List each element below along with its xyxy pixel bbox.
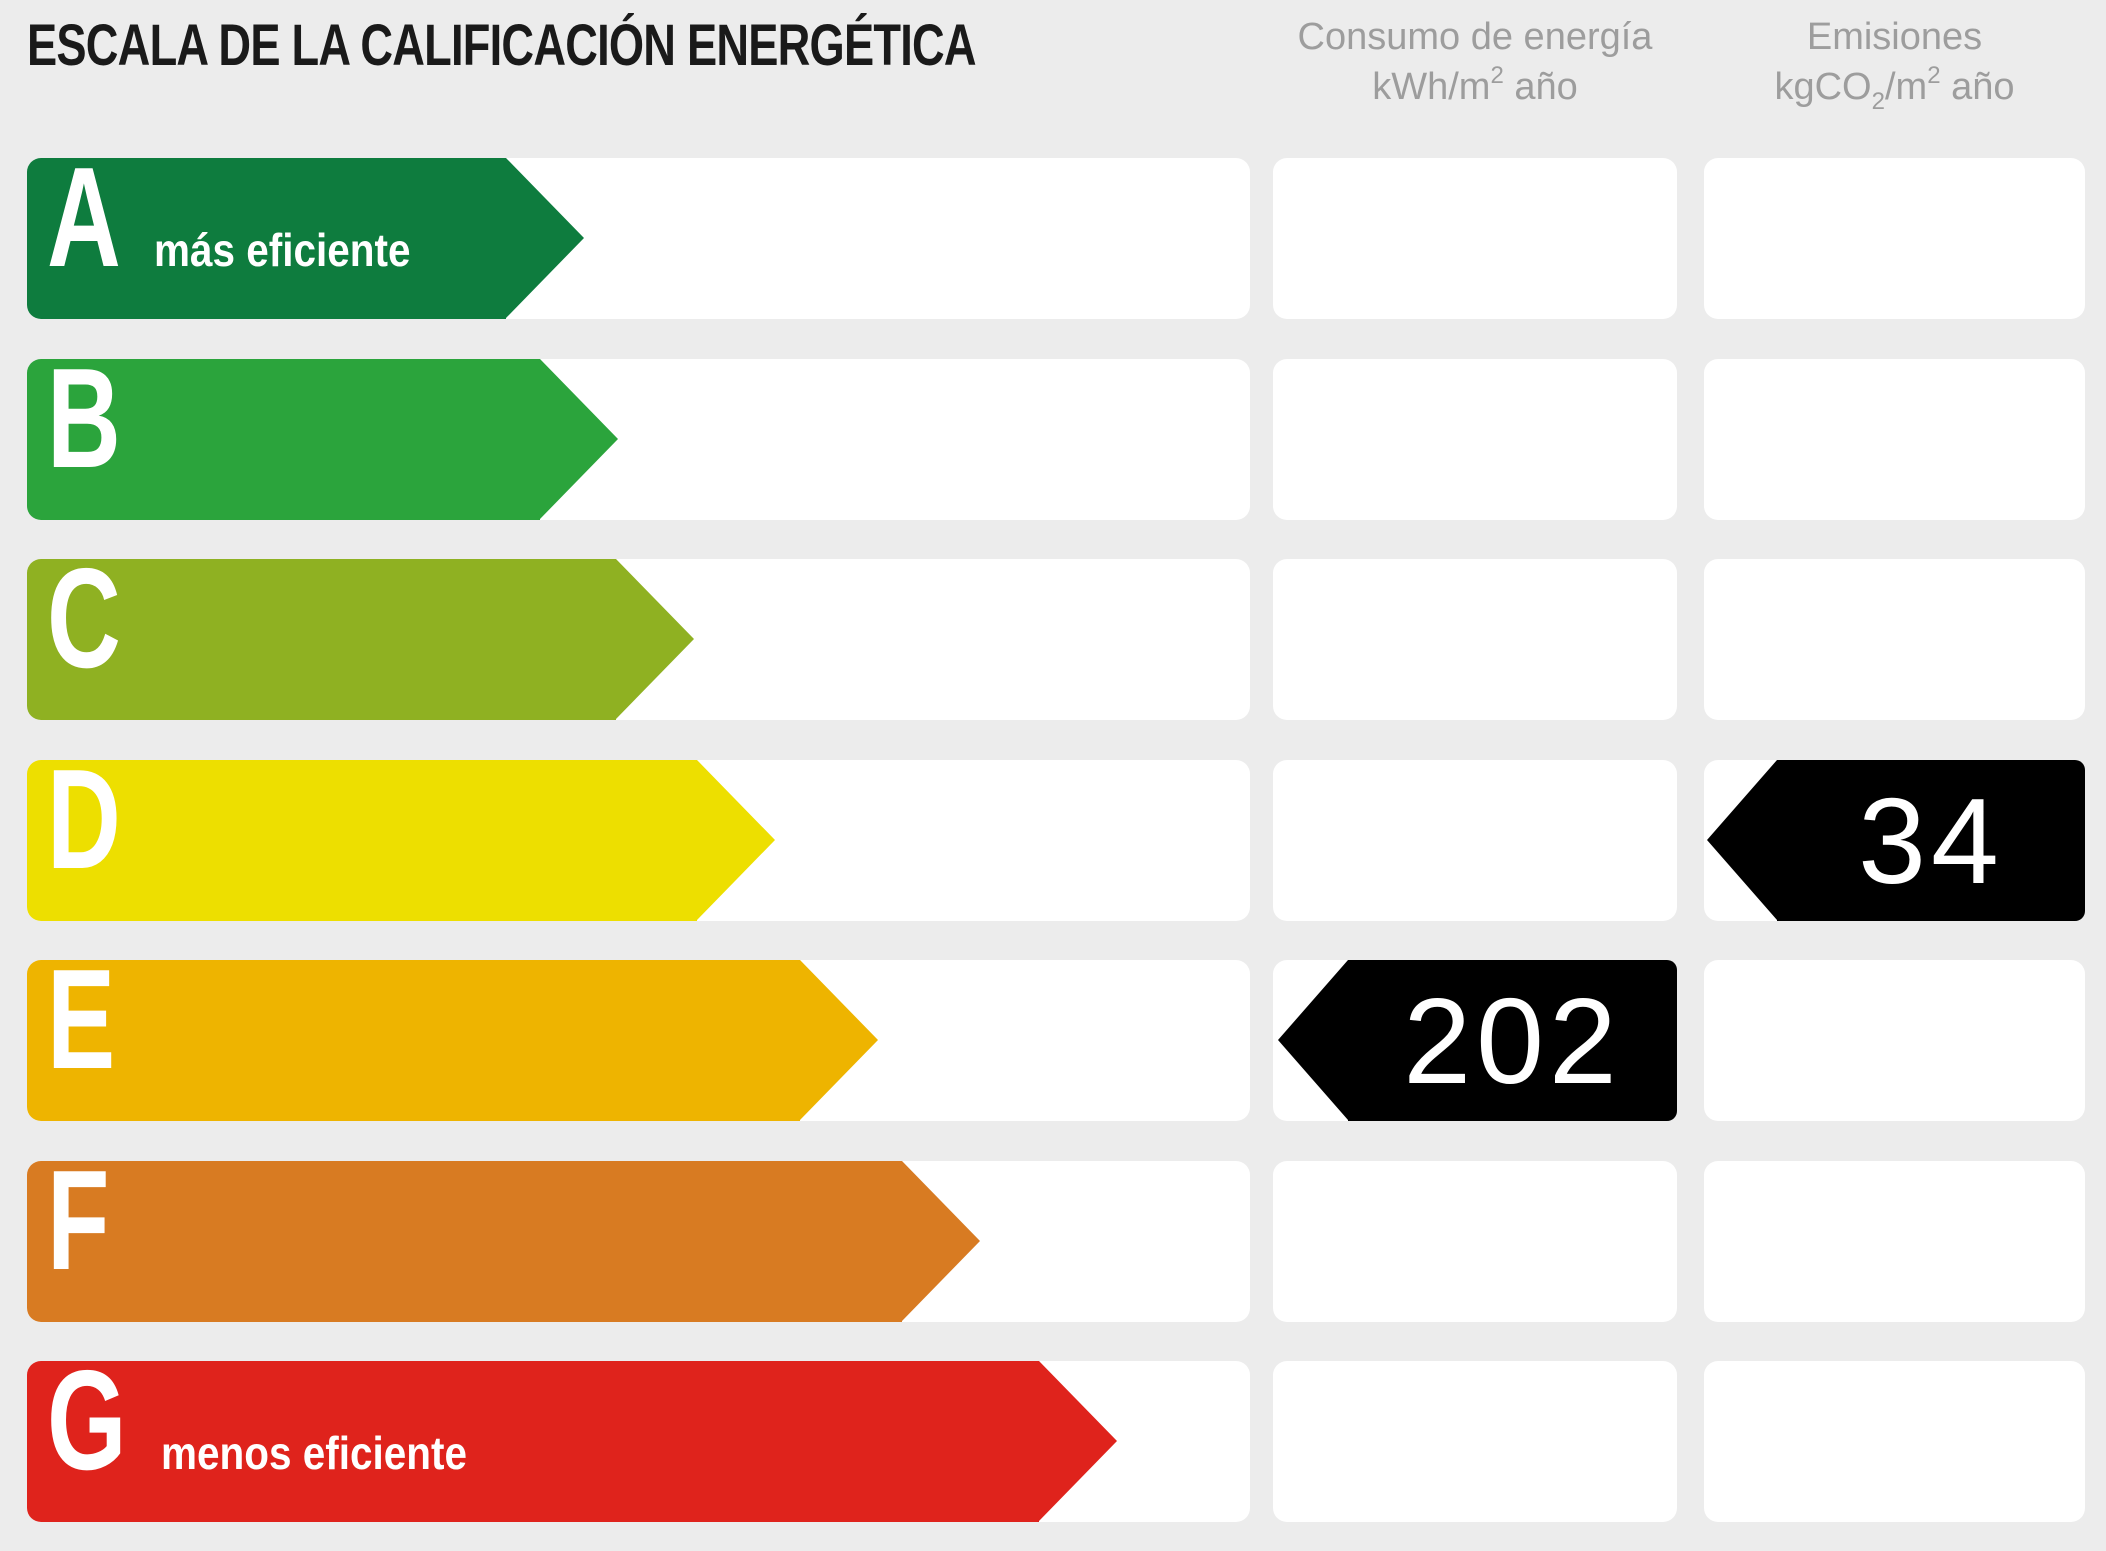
rating-bar-b: B	[27, 339, 618, 520]
rating-letter: C	[47, 539, 121, 698]
column-header-consumo-unit: kWh/m2 año	[1273, 62, 1677, 117]
rating-bar-body: G menos eficiente	[27, 1341, 1039, 1522]
rating-letter: A	[47, 138, 121, 297]
emisiones-cell	[1704, 1361, 2085, 1522]
rating-row-c: C	[0, 539, 2106, 720]
consumo-value: 202	[1403, 972, 1622, 1109]
emisiones-value: 34	[1858, 772, 2004, 909]
column-header-consumo: Consumo de energía kWh/m2 año	[1273, 12, 1677, 142]
arrow-tip-icon	[540, 359, 618, 519]
rating-bar-d: D	[27, 740, 775, 921]
rating-row-a: A más eficiente	[0, 138, 2106, 319]
rating-bar-body: D	[27, 740, 697, 921]
indicator-tip-icon	[1707, 760, 1777, 920]
rating-bar-f: F	[27, 1141, 980, 1322]
consumo-cell	[1273, 158, 1677, 319]
rating-bar-body: A más eficiente	[27, 138, 506, 319]
rating-bar-body: B	[27, 339, 540, 520]
rating-bar-label: menos eficiente	[161, 1427, 468, 1479]
rating-row-b: B	[0, 339, 2106, 520]
rating-bar-body: F	[27, 1141, 902, 1322]
rating-bar-label: más eficiente	[153, 224, 411, 276]
column-header-emisiones-line1: Emisiones	[1806, 16, 1983, 58]
arrow-tip-icon	[1039, 1361, 1117, 1521]
rating-bar-body: C	[27, 539, 616, 720]
arrow-tip-icon	[902, 1161, 980, 1321]
unit-text: año	[1940, 66, 2015, 108]
rating-bar-g: G menos eficiente	[27, 1341, 1117, 1522]
page-title: ESCALA DE LA CALIFICACIÓN ENERGÉTICA	[27, 13, 977, 78]
rating-bar-body: E	[27, 940, 800, 1121]
emisiones-value-arrow: 34	[1707, 760, 2085, 921]
consumo-value-arrow: 202	[1278, 960, 1677, 1121]
column-header-emisiones-unit: kgCO2/m2 año	[1704, 62, 2085, 117]
rating-letter: F	[47, 1141, 110, 1300]
emisiones-cell	[1704, 359, 2085, 520]
rating-bar-c: C	[27, 539, 694, 720]
rating-row-d: D 34	[0, 740, 2106, 921]
rating-row-f: F	[0, 1141, 2106, 1322]
unit-superscript: 2	[1927, 62, 1941, 89]
rating-bar-e: E	[27, 940, 878, 1121]
consumo-cell	[1273, 1161, 1677, 1322]
rating-letter: B	[47, 339, 121, 498]
unit-text: kWh/m	[1372, 66, 1491, 108]
consumo-cell	[1273, 760, 1677, 921]
indicator-body: 34	[1777, 760, 2085, 921]
arrow-tip-icon	[800, 960, 878, 1120]
unit-text: año	[1503, 66, 1578, 108]
arrow-tip-icon	[506, 158, 584, 318]
column-header-emisiones: Emisiones kgCO2/m2 año	[1704, 12, 2085, 142]
arrow-tip-icon	[697, 760, 775, 920]
rating-bar-a: A más eficiente	[27, 138, 584, 319]
consumo-cell	[1273, 359, 1677, 520]
emisiones-cell	[1704, 158, 2085, 319]
emisiones-cell	[1704, 559, 2085, 720]
arrow-tip-icon	[616, 559, 694, 719]
unit-text: /m	[1884, 66, 1928, 108]
rating-row-g: G menos eficiente	[0, 1341, 2106, 1522]
rating-row-e: E 202	[0, 940, 2106, 1121]
unit-subscript: 2	[1871, 88, 1885, 115]
emisiones-cell	[1704, 960, 2085, 1121]
consumo-cell	[1273, 559, 1677, 720]
indicator-tip-icon	[1278, 960, 1348, 1120]
consumo-cell	[1273, 1361, 1677, 1522]
unit-superscript: 2	[1490, 62, 1504, 89]
indicator-body: 202	[1348, 960, 1677, 1121]
rating-letter: E	[47, 940, 116, 1099]
unit-text: kgCO	[1774, 66, 1872, 108]
column-header-consumo-line1: Consumo de energía	[1297, 16, 1653, 58]
rating-letter: D	[47, 740, 121, 899]
rating-letter: G	[47, 1341, 127, 1500]
emisiones-cell	[1704, 1161, 2085, 1322]
